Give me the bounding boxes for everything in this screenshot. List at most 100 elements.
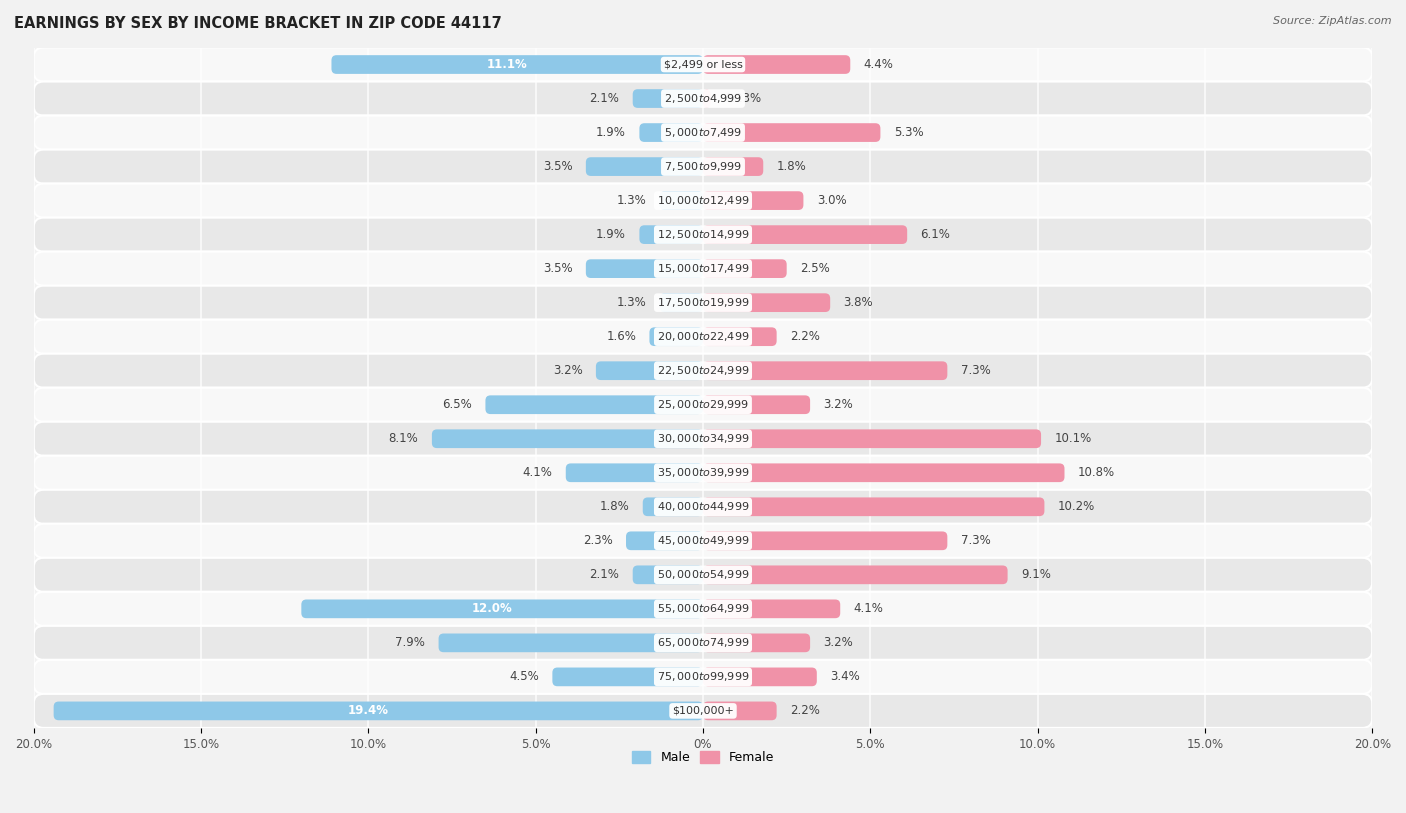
- FancyBboxPatch shape: [640, 225, 703, 244]
- FancyBboxPatch shape: [703, 633, 810, 652]
- FancyBboxPatch shape: [439, 633, 703, 652]
- Text: 3.8%: 3.8%: [844, 296, 873, 309]
- FancyBboxPatch shape: [34, 150, 1372, 184]
- FancyBboxPatch shape: [703, 157, 763, 176]
- FancyBboxPatch shape: [703, 429, 1040, 448]
- Text: 4.1%: 4.1%: [853, 602, 883, 615]
- FancyBboxPatch shape: [703, 463, 1064, 482]
- Text: 1.8%: 1.8%: [776, 160, 807, 173]
- Text: 2.2%: 2.2%: [790, 330, 820, 343]
- FancyBboxPatch shape: [703, 702, 776, 720]
- FancyBboxPatch shape: [34, 524, 1372, 558]
- Text: $20,000 to $22,499: $20,000 to $22,499: [657, 330, 749, 343]
- FancyBboxPatch shape: [553, 667, 703, 686]
- Text: 0.23%: 0.23%: [724, 92, 761, 105]
- FancyBboxPatch shape: [703, 328, 776, 346]
- Text: $17,500 to $19,999: $17,500 to $19,999: [657, 296, 749, 309]
- Text: $10,000 to $12,499: $10,000 to $12,499: [657, 194, 749, 207]
- Text: $75,000 to $99,999: $75,000 to $99,999: [657, 671, 749, 684]
- Text: 1.9%: 1.9%: [596, 228, 626, 241]
- Text: $12,500 to $14,999: $12,500 to $14,999: [657, 228, 749, 241]
- FancyBboxPatch shape: [703, 89, 710, 108]
- FancyBboxPatch shape: [34, 660, 1372, 693]
- Text: $5,000 to $7,499: $5,000 to $7,499: [664, 126, 742, 139]
- FancyBboxPatch shape: [596, 361, 703, 380]
- Text: $2,500 to $4,999: $2,500 to $4,999: [664, 92, 742, 105]
- FancyBboxPatch shape: [34, 388, 1372, 422]
- Text: $2,499 or less: $2,499 or less: [664, 59, 742, 70]
- Text: 4.4%: 4.4%: [863, 58, 894, 71]
- FancyBboxPatch shape: [485, 395, 703, 414]
- Text: $55,000 to $64,999: $55,000 to $64,999: [657, 602, 749, 615]
- FancyBboxPatch shape: [703, 191, 803, 210]
- FancyBboxPatch shape: [643, 498, 703, 516]
- FancyBboxPatch shape: [703, 566, 1008, 585]
- Text: Source: ZipAtlas.com: Source: ZipAtlas.com: [1274, 16, 1392, 26]
- Text: $50,000 to $54,999: $50,000 to $54,999: [657, 568, 749, 581]
- FancyBboxPatch shape: [34, 558, 1372, 592]
- Text: 12.0%: 12.0%: [472, 602, 513, 615]
- Text: 2.1%: 2.1%: [589, 568, 619, 581]
- FancyBboxPatch shape: [34, 252, 1372, 285]
- FancyBboxPatch shape: [703, 599, 841, 618]
- FancyBboxPatch shape: [432, 429, 703, 448]
- Text: 7.3%: 7.3%: [960, 534, 990, 547]
- Text: 2.1%: 2.1%: [589, 92, 619, 105]
- Text: $7,500 to $9,999: $7,500 to $9,999: [664, 160, 742, 173]
- FancyBboxPatch shape: [650, 328, 703, 346]
- Text: 3.2%: 3.2%: [553, 364, 582, 377]
- FancyBboxPatch shape: [703, 667, 817, 686]
- Text: $35,000 to $39,999: $35,000 to $39,999: [657, 467, 749, 479]
- FancyBboxPatch shape: [34, 489, 1372, 524]
- Text: 10.1%: 10.1%: [1054, 433, 1091, 446]
- Text: $40,000 to $44,999: $40,000 to $44,999: [657, 500, 749, 513]
- Text: 1.3%: 1.3%: [616, 296, 647, 309]
- FancyBboxPatch shape: [703, 259, 787, 278]
- FancyBboxPatch shape: [586, 157, 703, 176]
- Text: 7.9%: 7.9%: [395, 637, 425, 650]
- Text: 1.6%: 1.6%: [606, 330, 636, 343]
- FancyBboxPatch shape: [34, 184, 1372, 218]
- Text: 7.3%: 7.3%: [960, 364, 990, 377]
- Text: $25,000 to $29,999: $25,000 to $29,999: [657, 398, 749, 411]
- Text: 3.5%: 3.5%: [543, 262, 572, 275]
- FancyBboxPatch shape: [703, 498, 1045, 516]
- FancyBboxPatch shape: [301, 599, 703, 618]
- Text: EARNINGS BY SEX BY INCOME BRACKET IN ZIP CODE 44117: EARNINGS BY SEX BY INCOME BRACKET IN ZIP…: [14, 16, 502, 31]
- Text: 11.1%: 11.1%: [486, 58, 527, 71]
- Text: 4.5%: 4.5%: [509, 671, 538, 684]
- Text: 1.3%: 1.3%: [616, 194, 647, 207]
- FancyBboxPatch shape: [53, 702, 703, 720]
- FancyBboxPatch shape: [34, 592, 1372, 626]
- Text: $22,500 to $24,999: $22,500 to $24,999: [657, 364, 749, 377]
- FancyBboxPatch shape: [633, 566, 703, 585]
- FancyBboxPatch shape: [34, 115, 1372, 150]
- FancyBboxPatch shape: [34, 422, 1372, 456]
- FancyBboxPatch shape: [703, 55, 851, 74]
- Text: $45,000 to $49,999: $45,000 to $49,999: [657, 534, 749, 547]
- Text: 3.0%: 3.0%: [817, 194, 846, 207]
- FancyBboxPatch shape: [34, 320, 1372, 354]
- Text: 9.1%: 9.1%: [1021, 568, 1050, 581]
- FancyBboxPatch shape: [640, 124, 703, 142]
- Text: $30,000 to $34,999: $30,000 to $34,999: [657, 433, 749, 446]
- FancyBboxPatch shape: [332, 55, 703, 74]
- FancyBboxPatch shape: [34, 626, 1372, 660]
- Text: $100,000+: $100,000+: [672, 706, 734, 716]
- FancyBboxPatch shape: [703, 532, 948, 550]
- FancyBboxPatch shape: [34, 218, 1372, 252]
- Text: 5.3%: 5.3%: [894, 126, 924, 139]
- Text: 2.2%: 2.2%: [790, 704, 820, 717]
- FancyBboxPatch shape: [659, 191, 703, 210]
- Text: 2.5%: 2.5%: [800, 262, 830, 275]
- Text: 19.4%: 19.4%: [347, 704, 389, 717]
- Text: 10.8%: 10.8%: [1078, 467, 1115, 479]
- FancyBboxPatch shape: [626, 532, 703, 550]
- FancyBboxPatch shape: [565, 463, 703, 482]
- Text: 3.5%: 3.5%: [543, 160, 572, 173]
- Text: 8.1%: 8.1%: [388, 433, 419, 446]
- FancyBboxPatch shape: [34, 354, 1372, 388]
- Text: 1.8%: 1.8%: [599, 500, 630, 513]
- FancyBboxPatch shape: [703, 124, 880, 142]
- Text: $65,000 to $74,999: $65,000 to $74,999: [657, 637, 749, 650]
